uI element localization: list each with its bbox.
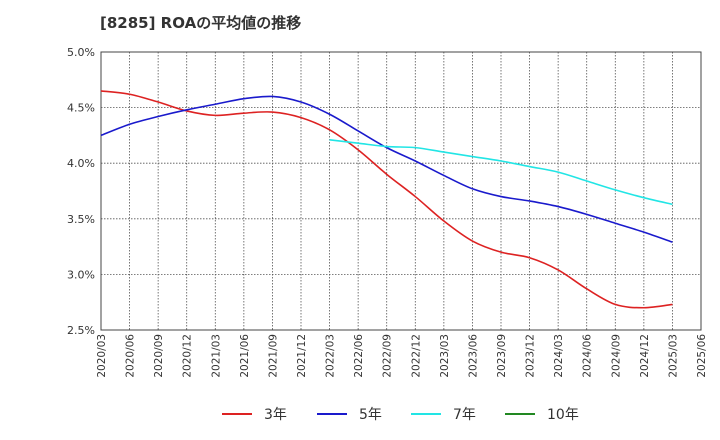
x-tick-label: 2021/09	[267, 334, 279, 378]
x-tick-label: 2023/03	[439, 334, 451, 378]
legend-label-4: 10年	[547, 407, 579, 423]
x-tick-label: 2025/03	[667, 334, 679, 378]
x-tick-label: 2022/03	[325, 334, 337, 378]
x-tick-label: 2024/03	[553, 334, 565, 378]
series-line-1	[100, 90, 673, 309]
x-tick-label: 2021/06	[239, 334, 251, 378]
y-tick-label: 3.0%	[67, 268, 95, 281]
x-tick-label: 2021/03	[210, 334, 222, 378]
legend-label-1: 3年	[264, 407, 287, 423]
chart-title: [8285] ROAの平均値の推移	[100, 14, 302, 32]
x-tick-label: 2022/06	[353, 334, 365, 378]
x-tick-label: 2024/06	[582, 334, 594, 378]
x-tick-label: 2022/09	[382, 334, 394, 378]
y-tick-label: 4.0%	[67, 157, 95, 170]
x-tick-label: 2020/06	[125, 334, 137, 378]
x-tick-label: 2020/03	[96, 334, 108, 378]
x-tick-label: 2023/06	[467, 334, 479, 378]
x-tick-label: 2024/09	[610, 334, 622, 378]
x-tick-label: 2024/12	[639, 334, 651, 378]
x-tick-label: 2025/06	[696, 334, 708, 378]
x-tick-label: 2023/12	[525, 334, 537, 378]
y-tick-label: 5.0%	[67, 46, 95, 59]
x-tick-label: 2021/12	[296, 334, 308, 378]
series-line-3	[329, 139, 673, 206]
legend-label-2: 5年	[359, 407, 382, 423]
series-line-2	[100, 95, 673, 243]
plot-area	[101, 52, 701, 330]
x-tick-label: 2020/12	[182, 334, 194, 378]
y-tick-label: 3.5%	[67, 213, 95, 226]
x-tick-label: 2023/09	[496, 334, 508, 378]
y-tick-label: 4.5%	[67, 102, 95, 115]
y-tick-label: 2.5%	[67, 324, 95, 337]
plot-frame	[100, 51, 702, 331]
legend-label-3: 7年	[453, 407, 476, 423]
x-tick-label: 2020/09	[153, 334, 165, 378]
x-tick-label: 2022/12	[410, 334, 422, 378]
